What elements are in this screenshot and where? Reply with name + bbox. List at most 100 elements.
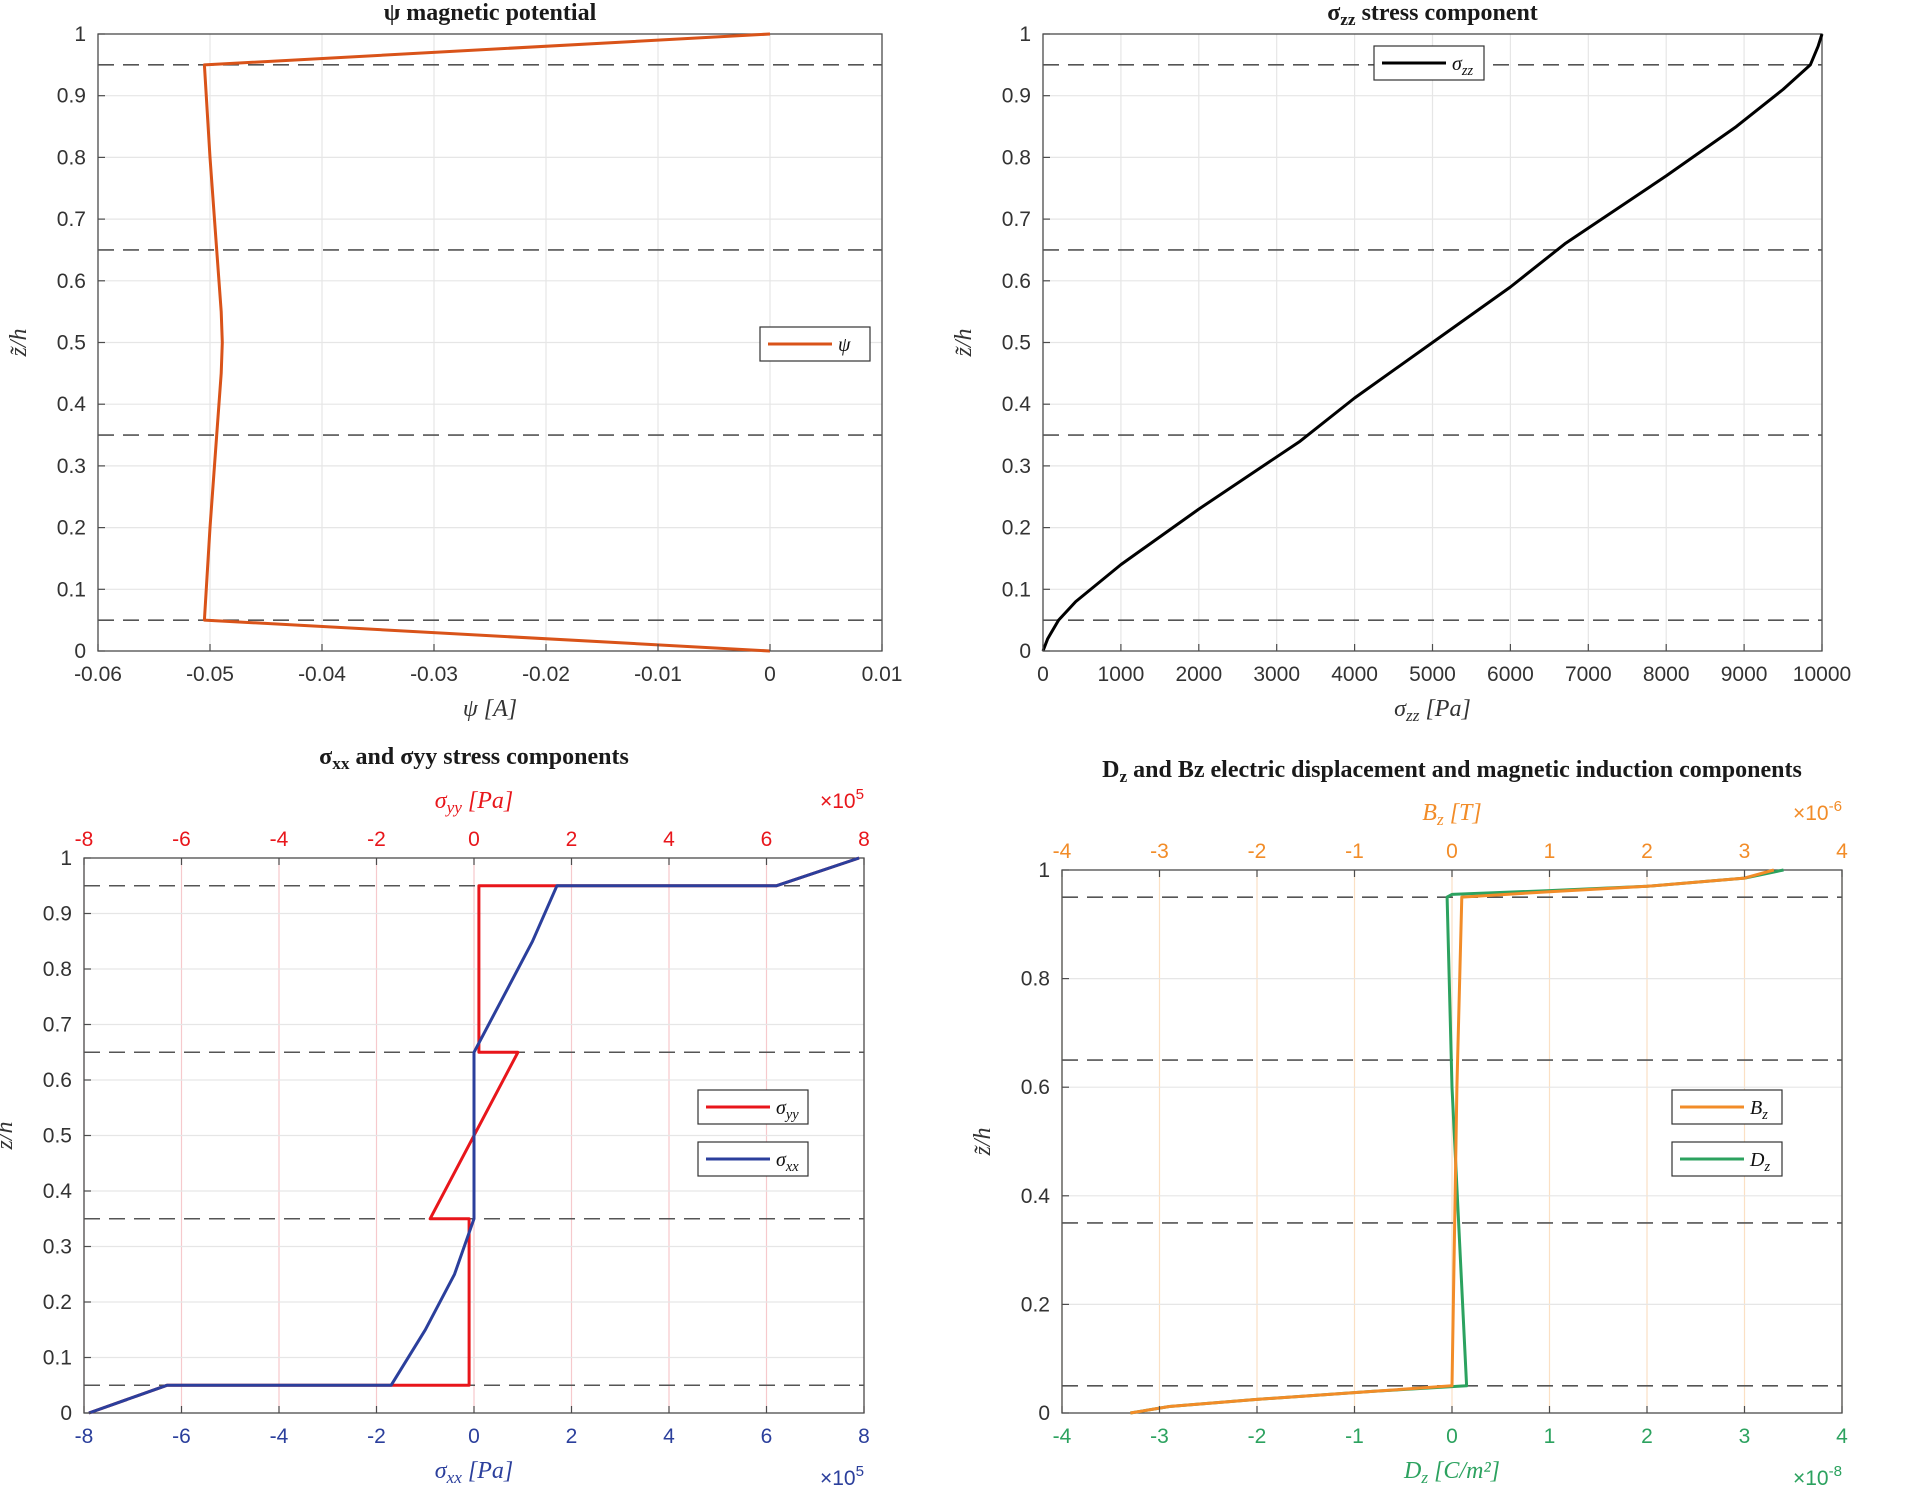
y-axis-label: z̃/h [0,1121,18,1150]
y-tick-label: 0.3 [57,455,86,478]
chart-title: σxx and σyy stress components [319,744,629,773]
x-tick-label: -0.03 [410,663,458,686]
legend-label: σxx [776,1149,799,1175]
x2-tick-label: -4 [1053,840,1072,863]
x2-tick-label: -2 [367,828,386,851]
y-tick-label: 1 [74,23,86,46]
x-tick-label: 0.01 [862,663,903,686]
x-tick-label: 3 [1739,1425,1751,1448]
x-tick-label: -2 [367,1425,386,1448]
y-axis-label: z̃/h [951,328,977,357]
chart-4: -4 -3 -2 -1 0 1 2 3 4 -4 -3 -2 -1 0 1 2 3 4 Bz [T] ×10-6 0 0.… [970,757,1848,1486]
legend-label: ψ [838,334,851,356]
x-tick-label: -4 [1053,1425,1072,1448]
y-tick-label: 0.3 [43,1236,72,1259]
x2-tick-label: 3 [1739,840,1751,863]
x2-tick-label: 1 [1544,840,1556,863]
y-tick-label: 0.6 [57,270,86,293]
x2-axis-label: σyy [Pa] [435,788,514,817]
y-tick-label: 0.2 [43,1291,72,1314]
x-tick-label: 1 [1544,1425,1556,1448]
x-tick-label: 5000 [1409,663,1456,686]
chart-title: ψ magnetic potential [384,0,597,26]
y-tick-label: 0.6 [1021,1076,1050,1099]
x-axis-label: Dz [C/m²] [1403,1458,1500,1486]
chart-3: -8 -6 -4 -2 0 2 4 6 8 -8 -6 -4 -2 0 2 4 6 8 σyy [Pa] ×105 0 0… [0,744,870,1486]
x2-tick-label: 4 [1836,840,1848,863]
x-exponent: ×105 [820,1463,864,1486]
y-tick-label: 0 [60,1402,72,1425]
y-tick-label: 0.7 [57,208,86,231]
x-tick-label: -4 [270,1425,289,1448]
y-tick-label: 1 [60,847,72,870]
series-line-ψ [202,32,771,653]
chart-title: Dz and Bz electric displacement and magn… [1102,757,1802,786]
x2-tick-label: -3 [1150,840,1169,863]
x-tick-label: 2 [1641,1425,1653,1448]
x-tick-label: 7000 [1565,663,1612,686]
y-tick-label: 0.6 [43,1069,72,1092]
x-tick-label: 2 [566,1425,578,1448]
x-tick-label: -8 [75,1425,94,1448]
series-line-σzz [1041,33,1824,652]
x-exponent: ×10-8 [1793,1463,1842,1486]
x-tick-label: 4000 [1331,663,1378,686]
x2-tick-label: 0 [468,828,480,851]
x-tick-label: -2 [1248,1425,1267,1448]
y-tick-label: 0.1 [57,578,86,601]
x-tick-label: 4 [663,1425,675,1448]
chart-1: -0.06 -0.05 -0.04 -0.03 -0.02 -0.01 0 0.01 0 0.1 0… [6,0,902,722]
y-tick-label: 0.9 [43,903,72,926]
y-tick-label: 0 [74,640,86,663]
y-tick-label: 0.8 [1021,968,1050,991]
x-tick-label: -3 [1150,1425,1169,1448]
x-tick-label: 0 [468,1425,480,1448]
chart-panels: -0.06 -0.05 -0.04 -0.03 -0.02 -0.01 0 0.01 0 0.1 0… [0,0,1851,1486]
y-tick-label: 0.1 [1002,578,1031,601]
x2-tick-label: 2 [1641,840,1653,863]
x-tick-label: 8 [858,1425,870,1448]
x2-exponent: ×10-6 [1793,798,1842,825]
legend-label: σyy [776,1097,799,1123]
x2-tick-label: 4 [663,828,675,851]
y-axis-label: z̃/h [970,1127,996,1156]
y-tick-label: 0 [1019,640,1031,663]
y-axis-label: z̃/h [6,328,32,357]
x-tick-label: -6 [172,1425,191,1448]
series-line-σxx [88,856,860,1415]
x-tick-label: 4 [1836,1425,1848,1448]
y-tick-label: 0.4 [43,1180,73,1203]
x2-tick-label: -2 [1248,840,1267,863]
x-tick-label: -1 [1345,1425,1364,1448]
y-tick-label: 0.8 [1002,146,1031,169]
y-tick-label: 0.4 [1002,393,1032,416]
legend-label: σzz [1452,53,1473,79]
x-tick-label: 0 [1037,663,1049,686]
y-tick-label: 0.3 [1002,455,1031,478]
y-tick-label: 0.2 [1002,517,1031,540]
y-tick-label: 0.5 [1002,332,1031,355]
y-tick-label: 1 [1019,23,1031,46]
x2-exponent: ×105 [820,786,864,813]
y-tick-label: 0.2 [57,517,86,540]
x-axis-label: σzz [Pa] [1394,696,1471,725]
y-tick-label: 0.7 [1002,208,1031,231]
legend-label: Dz [1749,1149,1770,1175]
y-tick-label: 0.7 [43,1014,72,1037]
y-tick-label: 0.8 [43,958,72,981]
x2-axis-label: Bz [T] [1422,800,1481,829]
x-tick-label: 0 [764,663,776,686]
y-tick-label: 0.6 [1002,270,1031,293]
x2-tick-label: -1 [1345,840,1364,863]
y-tick-label: 1 [1038,859,1050,882]
x-tick-label: -0.06 [74,663,122,686]
x-tick-label: 1000 [1098,663,1145,686]
x2-tick-label: -8 [75,828,94,851]
y-tick-label: 0.9 [57,85,86,108]
x2-tick-label: 0 [1446,840,1458,863]
x-tick-label: -0.02 [522,663,570,686]
x2-tick-label: 6 [761,828,773,851]
x-tick-label: 6000 [1487,663,1534,686]
x-tick-label: -0.05 [186,663,234,686]
